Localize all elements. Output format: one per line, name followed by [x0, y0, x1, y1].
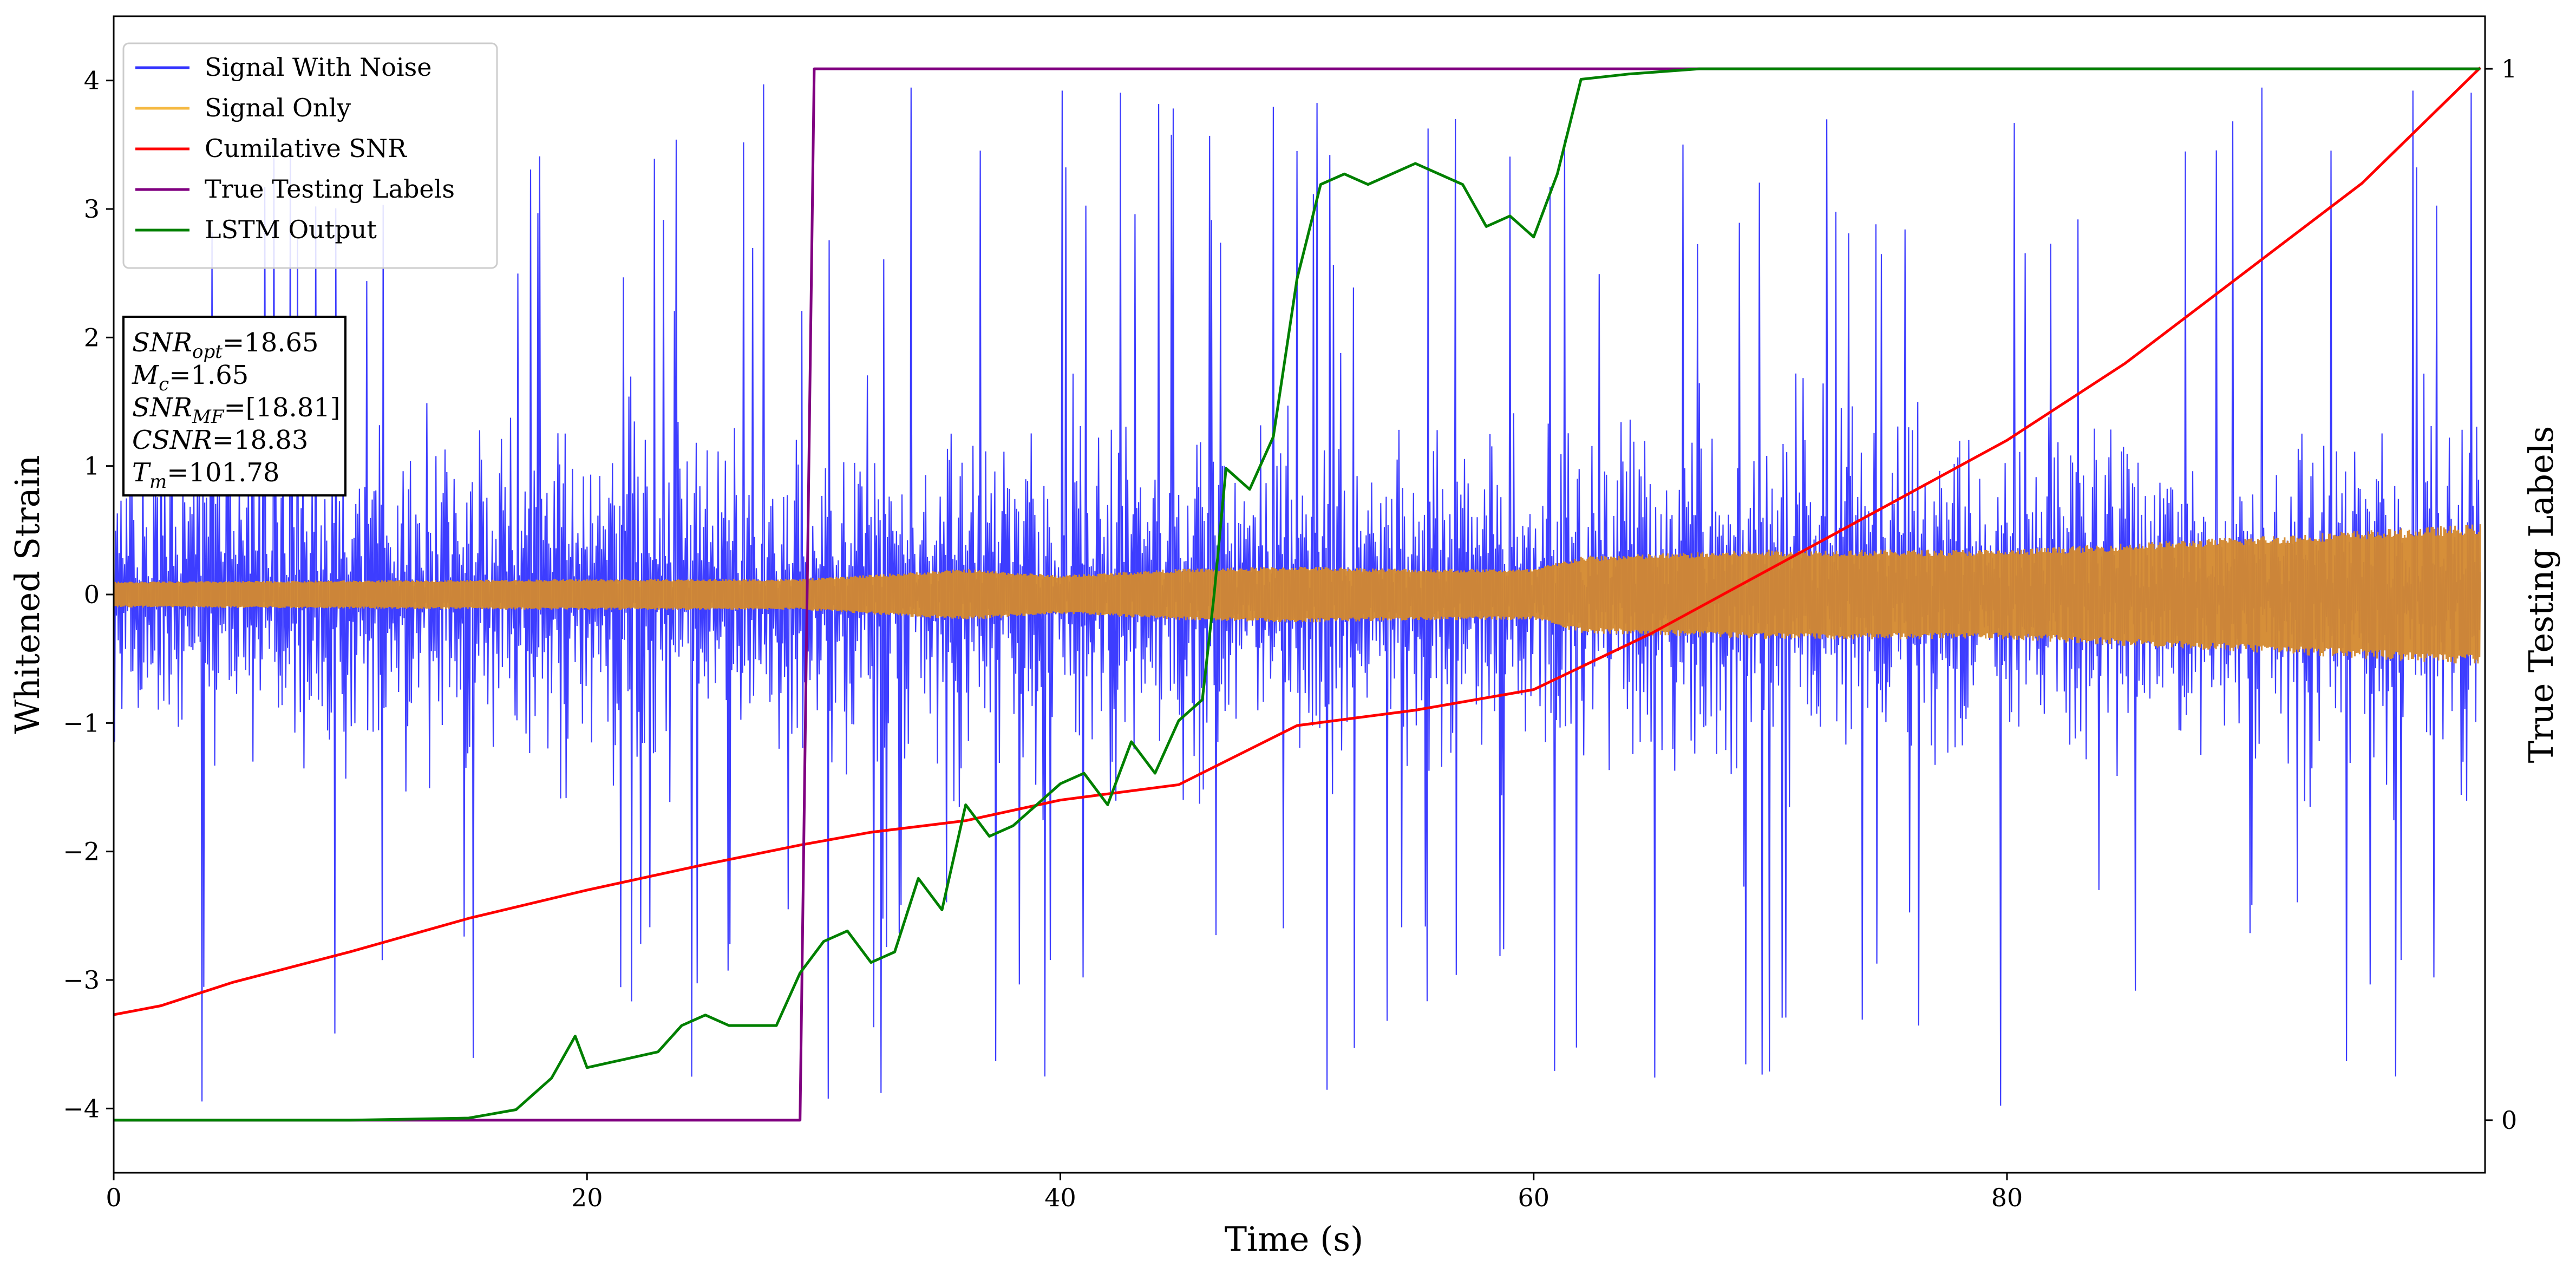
legend-label: Cumilative SNR — [205, 134, 407, 163]
x-axis-label: Time (s) — [1225, 1219, 1364, 1259]
y-tick-label: 4 — [84, 66, 100, 95]
y2-tick-label: 1 — [2501, 54, 2517, 83]
y-tick-label: −1 — [63, 708, 100, 737]
info-line: Mc=1.65 — [132, 360, 249, 395]
legend-label: Signal With Noise — [205, 53, 431, 82]
legend-label: LSTM Output — [205, 215, 377, 244]
y2-axis-label: True Testing Labels — [2521, 426, 2561, 763]
y-tick-label: 2 — [84, 323, 100, 352]
legend-box — [122, 42, 498, 269]
legend: Signal With Noise Signal Only Cumilative S… — [122, 42, 498, 269]
lstm-output-line — [114, 67, 2481, 1122]
info-line: CSNR=18.83 — [132, 425, 308, 455]
signal-only-line — [113, 524, 2481, 664]
x-tick-label: 40 — [1044, 1183, 1076, 1212]
x-tick-label: 60 — [1518, 1183, 1549, 1212]
signal-with-noise-line — [113, 84, 2481, 1106]
y2-tick-label: 0 — [2501, 1106, 2517, 1135]
y-tick-label: 1 — [84, 452, 100, 481]
true-testing-labels-line — [114, 67, 2481, 1122]
x-tick-label: 0 — [106, 1183, 121, 1212]
info-line: Tm=101.78 — [132, 458, 279, 493]
data-layer — [113, 67, 2482, 1122]
y-tick-label: −2 — [63, 837, 100, 866]
y-axis-label: Whitened Strain — [8, 455, 47, 734]
cumilative-snr-line — [113, 67, 2482, 1016]
y-tick-label: 3 — [84, 194, 100, 224]
y-tick-label: −3 — [63, 965, 100, 995]
y-tick-label: −4 — [63, 1094, 100, 1123]
info-line: SNRopt=18.65 — [132, 328, 319, 363]
legend-label: True Testing Labels — [205, 174, 455, 204]
x-tick-label: 80 — [1991, 1183, 2023, 1212]
info-box: SNRopt=18.65Mc=1.65SNRMF=[18.81]CSNR=18.… — [122, 316, 346, 496]
x-tick-label: 20 — [571, 1183, 603, 1212]
info-box-frame — [122, 316, 346, 496]
info-line: SNRMF=[18.81] — [132, 393, 341, 428]
y-tick-label: 0 — [84, 580, 100, 609]
legend-label: Signal Only — [205, 93, 351, 122]
